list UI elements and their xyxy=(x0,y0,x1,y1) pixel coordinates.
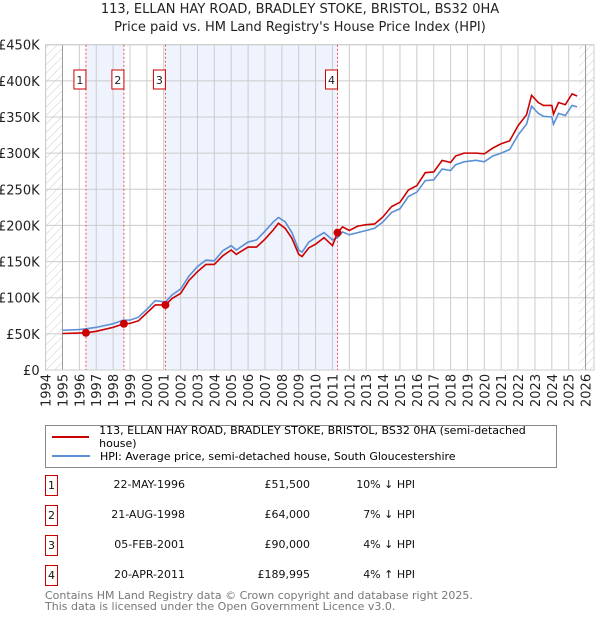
sale-hpi-diff: 10% ↓ HPI xyxy=(356,478,415,491)
x-tick-label: 2009 xyxy=(293,374,308,407)
sale-label: 2 xyxy=(114,74,121,87)
x-tick-label: 2019 xyxy=(461,374,476,407)
x-tick-label: 2000 xyxy=(141,374,156,407)
plot-frame xyxy=(45,44,595,371)
x-tick-label: 2014 xyxy=(377,374,392,407)
sale-hpi-diff: 4% ↓ HPI xyxy=(363,538,415,551)
x-tick-label: 2005 xyxy=(225,374,240,407)
sale-date: 20-APR-2011 xyxy=(113,568,185,581)
x-tick-label: 2011 xyxy=(326,374,341,407)
x-tick-label: 2015 xyxy=(394,374,409,407)
x-tick-label: 2003 xyxy=(191,374,206,407)
x-tick-label: 2002 xyxy=(175,374,190,407)
sale-date: 05-FEB-2001 xyxy=(114,538,185,551)
sale-price: £64,000 xyxy=(264,508,311,521)
x-tick-label: 2013 xyxy=(360,374,375,407)
sale-hpi-diff: 4% ↑ HPI xyxy=(363,568,415,581)
y-tick-label: £450K xyxy=(0,39,40,54)
legend-label: 113, ELLAN HAY ROAD, BRADLEY STOKE, BRIS… xyxy=(99,424,526,450)
sale-label: 3 xyxy=(156,74,163,87)
sale-marker-badge: 1 xyxy=(45,475,58,496)
sale-price: £90,000 xyxy=(264,538,311,551)
x-tick-label: 1994 xyxy=(40,374,55,407)
x-tick-label: 2021 xyxy=(495,374,510,407)
y-tick-label: £0 xyxy=(23,364,40,379)
y-tick-label: £250K xyxy=(0,183,40,198)
shaded-range xyxy=(165,44,338,370)
y-tick-label: £350K xyxy=(0,111,40,126)
chart-subtitle: Price paid vs. HM Land Registry's House … xyxy=(114,20,486,35)
sale-point xyxy=(81,328,90,337)
x-tick-label: 2020 xyxy=(478,374,493,407)
x-tick-label: 2016 xyxy=(411,374,426,407)
x-tick-label: 2025 xyxy=(563,374,578,407)
x-tick-label: 1997 xyxy=(90,374,105,407)
sale-date: 22-MAY-1996 xyxy=(113,478,185,491)
x-tick-label: 2017 xyxy=(428,374,443,407)
sale-point xyxy=(161,300,170,309)
x-tick-label: 2026 xyxy=(580,374,595,407)
x-tick-label: 2007 xyxy=(259,374,274,407)
blue-line-swatch xyxy=(52,455,90,457)
sale-hpi-diff: 7% ↓ HPI xyxy=(363,508,415,521)
sale-label-box xyxy=(152,69,166,90)
x-tick-label: 2024 xyxy=(546,374,561,407)
footer: Contains HM Land Registry data © Crown c… xyxy=(45,590,473,612)
sale-date: 21-AUG-1998 xyxy=(111,508,185,521)
hatched-range xyxy=(578,44,594,370)
legend-item-hpi: HPI: Average price, semi-detached house,… xyxy=(52,448,456,464)
y-tick-label: £200K xyxy=(0,219,40,234)
y-tick-label: £400K xyxy=(0,75,40,90)
x-tick-label: 1995 xyxy=(56,374,71,407)
x-tick-label: 2006 xyxy=(242,374,257,407)
sale-price: £51,500 xyxy=(264,478,311,491)
x-tick-label: 1996 xyxy=(73,374,88,407)
sale-label: 4 xyxy=(328,74,335,87)
sale-label-box xyxy=(111,69,125,90)
x-tick-label: 1998 xyxy=(107,374,122,407)
sale-price: £189,995 xyxy=(257,568,311,581)
legend: 113, ELLAN HAY ROAD, BRADLEY STOKE, BRIS… xyxy=(45,424,557,468)
sale-marker-badge: 2 xyxy=(45,505,58,526)
x-tick-label: 2018 xyxy=(445,374,460,407)
red-line-swatch xyxy=(52,436,90,438)
legend-label: HPI: Average price, semi-detached house,… xyxy=(100,449,456,463)
y-tick-label: £150K xyxy=(0,256,40,271)
y-tick-label: £100K xyxy=(0,292,40,307)
sale-label-box xyxy=(325,69,339,90)
sale-label: 1 xyxy=(76,74,83,87)
y-tick-label: £300K xyxy=(0,147,40,162)
x-tick-label: 2001 xyxy=(158,374,173,407)
legend-item-property: 113, ELLAN HAY ROAD, BRADLEY STOKE, BRIS… xyxy=(52,424,556,450)
sale-label-box xyxy=(73,69,87,90)
x-tick-label: 2012 xyxy=(343,374,358,407)
sale-point xyxy=(119,319,128,328)
footer-line: Contains HM Land Registry data © Crown c… xyxy=(45,589,473,602)
y-tick-label: £50K xyxy=(6,328,40,343)
shaded-range xyxy=(85,44,124,370)
x-tick-label: 2022 xyxy=(512,374,527,407)
sale-marker-badge: 4 xyxy=(45,565,58,586)
x-tick-label: 2004 xyxy=(208,374,223,407)
x-tick-label: 2010 xyxy=(310,374,325,407)
price-chart: £0 £50K £100K £150K £200K £250K £300K £350K £400… xyxy=(0,39,595,407)
chart-title: 113, ELLAN HAY ROAD, BRADLEY STOKE, BRIS… xyxy=(100,2,500,17)
sale-marker-badge: 3 xyxy=(45,535,58,556)
footer-line: This data is licensed under the Open Gov… xyxy=(45,600,396,613)
x-tick-label: 1999 xyxy=(124,374,139,407)
sale-point xyxy=(333,228,342,237)
x-tick-label: 2008 xyxy=(276,374,291,407)
hatched-range xyxy=(45,44,63,370)
x-tick-label: 2023 xyxy=(529,374,544,407)
